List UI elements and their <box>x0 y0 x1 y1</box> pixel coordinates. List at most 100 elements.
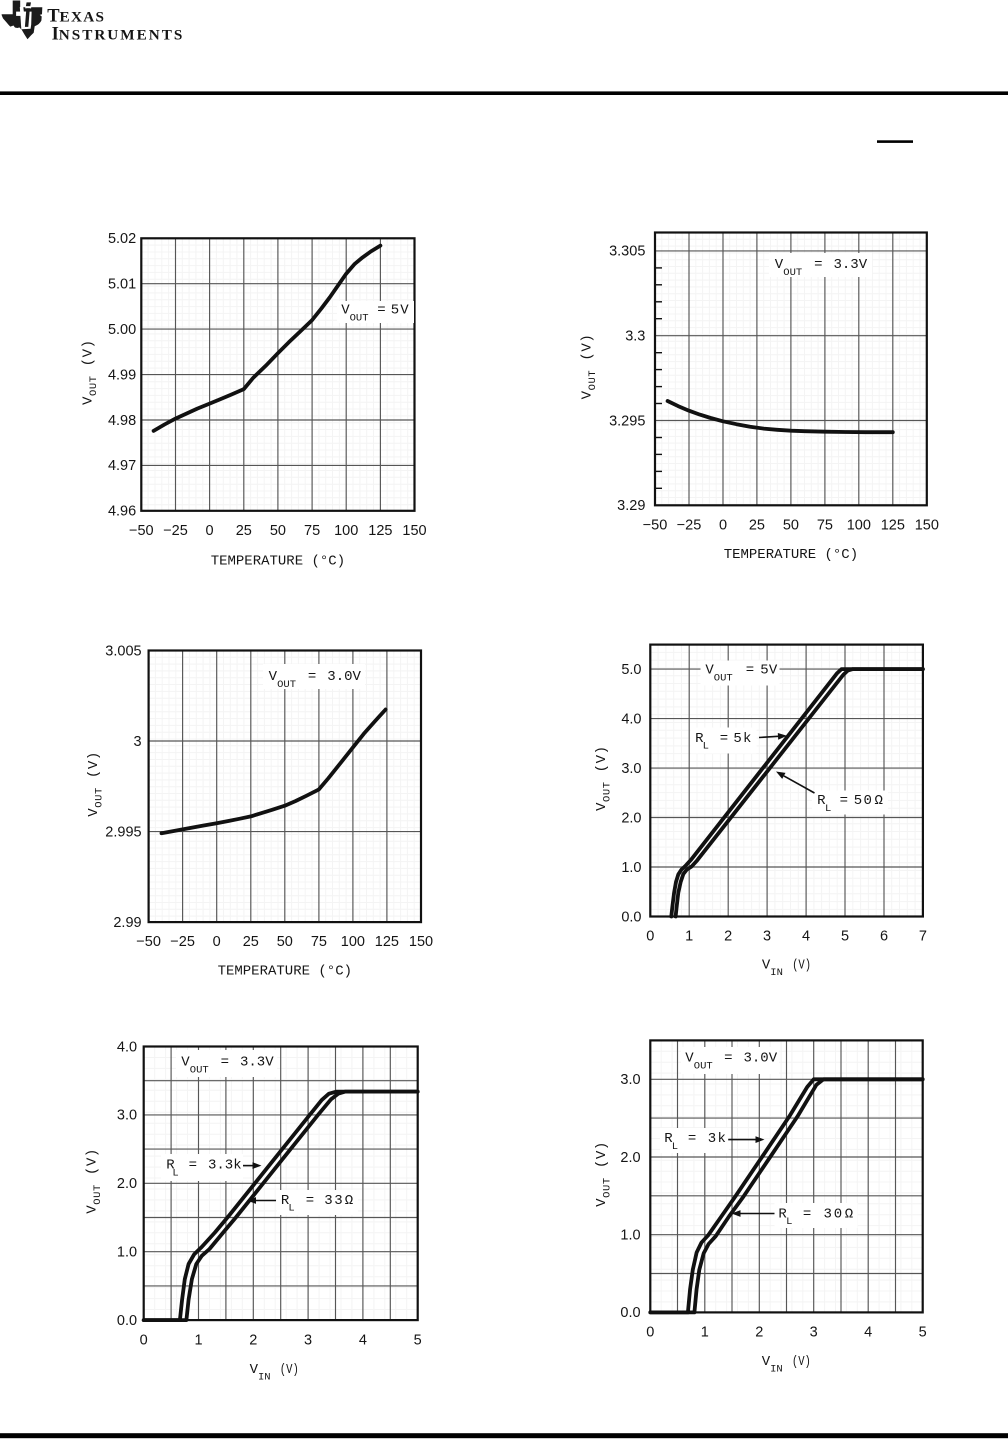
svg-text:Ω: Ω <box>845 1207 853 1223</box>
svg-text:0: 0 <box>206 523 214 539</box>
svg-text:V: V <box>685 1050 694 1066</box>
svg-text:3.0V: 3.0V <box>744 1050 778 1066</box>
svg-text:2.0: 2.0 <box>621 810 641 826</box>
svg-text:3.3: 3.3 <box>625 329 645 345</box>
svg-text:R: R <box>817 793 826 809</box>
svg-text:(V): (V) <box>792 958 811 974</box>
svg-text:5: 5 <box>414 1333 422 1349</box>
svg-text:Ω: Ω <box>345 1193 353 1209</box>
svg-text:1: 1 <box>685 929 693 945</box>
svg-text:3: 3 <box>304 1333 312 1349</box>
svg-text:V: V <box>269 669 278 685</box>
svg-text:3.3k: 3.3k <box>208 1158 242 1174</box>
svg-text:150: 150 <box>409 934 433 950</box>
svg-text:V: V <box>250 1362 259 1378</box>
svg-text:V: V <box>181 1054 190 1070</box>
svg-text:50: 50 <box>277 934 293 950</box>
svg-text:7: 7 <box>919 929 927 945</box>
svg-text:0.0: 0.0 <box>620 1305 640 1321</box>
svg-text:VOUT (V): VOUT (V) <box>594 1141 614 1207</box>
svg-text:100: 100 <box>341 934 365 950</box>
svg-text:4.0: 4.0 <box>117 1039 137 1055</box>
svg-text:0: 0 <box>719 517 727 533</box>
svg-text:−25: −25 <box>170 934 195 950</box>
svg-text:=: = <box>720 731 728 747</box>
svg-text:3.295: 3.295 <box>609 413 645 429</box>
svg-text:4: 4 <box>802 929 810 945</box>
svg-text:2.995: 2.995 <box>105 824 141 840</box>
svg-text:=: = <box>814 257 822 273</box>
svg-text:VOUT (V): VOUT (V) <box>594 745 614 811</box>
svg-text:=: = <box>803 1207 811 1223</box>
svg-text:50: 50 <box>270 523 286 539</box>
svg-text:VOUT (V): VOUT (V) <box>81 339 101 405</box>
svg-text:150: 150 <box>915 517 939 533</box>
svg-text:0: 0 <box>213 934 221 950</box>
svg-text:33: 33 <box>324 1193 344 1209</box>
svg-text:−25: −25 <box>163 523 188 539</box>
svg-text:V: V <box>762 1354 771 1370</box>
svg-text:3.0: 3.0 <box>621 761 641 777</box>
svg-text:4.96: 4.96 <box>108 504 136 520</box>
svg-text:OUT: OUT <box>190 1064 209 1076</box>
svg-text:3.0V: 3.0V <box>327 669 361 685</box>
svg-text:3.005: 3.005 <box>105 643 141 659</box>
svg-text:1.0: 1.0 <box>620 1228 640 1244</box>
svg-text:3: 3 <box>810 1324 818 1340</box>
svg-text:OUT: OUT <box>783 267 802 279</box>
svg-text:IN: IN <box>770 1363 783 1375</box>
svg-text:3.305: 3.305 <box>609 244 645 260</box>
svg-text:IN: IN <box>258 1371 271 1383</box>
svg-text:TEMPERATURE (°C): TEMPERATURE (°C) <box>211 553 345 569</box>
svg-text:125: 125 <box>375 934 399 950</box>
svg-text:6: 6 <box>880 929 888 945</box>
svg-text:0.0: 0.0 <box>621 909 641 925</box>
svg-text:3.29: 3.29 <box>617 498 645 514</box>
svg-text:2: 2 <box>755 1324 763 1340</box>
svg-text:V: V <box>400 302 409 318</box>
svg-text:75: 75 <box>817 517 833 533</box>
svg-text:V: V <box>341 302 350 318</box>
svg-text:0.0: 0.0 <box>117 1313 137 1329</box>
svg-text:=: = <box>746 663 754 679</box>
svg-text:=: = <box>724 1050 732 1066</box>
svg-text:5.00: 5.00 <box>108 322 136 338</box>
svg-text:L: L <box>786 1216 792 1228</box>
svg-text:1.0: 1.0 <box>117 1245 137 1261</box>
svg-text:R: R <box>778 1207 787 1223</box>
svg-text:OUT: OUT <box>714 673 733 685</box>
svg-text:=: = <box>306 1193 314 1209</box>
svg-text:R: R <box>166 1158 175 1174</box>
svg-text:125: 125 <box>881 517 905 533</box>
svg-text:V: V <box>705 663 714 679</box>
svg-text:Ω: Ω <box>875 793 883 809</box>
svg-text:3.3V: 3.3V <box>240 1054 274 1070</box>
svg-text:0: 0 <box>140 1333 148 1349</box>
svg-text:2.0: 2.0 <box>117 1176 137 1192</box>
svg-text:50: 50 <box>854 793 873 809</box>
svg-text:1: 1 <box>701 1324 709 1340</box>
svg-text:25: 25 <box>236 523 252 539</box>
svg-text:V: V <box>775 257 784 273</box>
svg-text:L: L <box>672 1141 678 1153</box>
svg-text:5.0: 5.0 <box>621 662 641 678</box>
svg-text:VOUT (V): VOUT (V) <box>580 334 600 400</box>
svg-text:5: 5 <box>391 302 399 318</box>
svg-text:75: 75 <box>311 934 327 950</box>
svg-text:4: 4 <box>359 1333 367 1349</box>
svg-text:75: 75 <box>304 523 320 539</box>
svg-text:=: = <box>377 302 385 318</box>
svg-text:−50: −50 <box>136 934 161 950</box>
svg-text:50: 50 <box>783 517 799 533</box>
svg-text:R: R <box>664 1131 673 1147</box>
svg-text:3.0: 3.0 <box>620 1072 640 1088</box>
svg-text:V: V <box>762 958 771 974</box>
svg-text:(V): (V) <box>792 1354 811 1370</box>
svg-text:L: L <box>825 803 831 815</box>
svg-text:2: 2 <box>724 929 732 945</box>
svg-text:2.99: 2.99 <box>113 915 141 931</box>
svg-text:INSTRUMENTS: INSTRUMENTS <box>52 25 185 45</box>
svg-text:VOUT (V): VOUT (V) <box>85 1148 105 1214</box>
svg-text:IN: IN <box>770 967 783 979</box>
svg-text:100: 100 <box>334 523 358 539</box>
